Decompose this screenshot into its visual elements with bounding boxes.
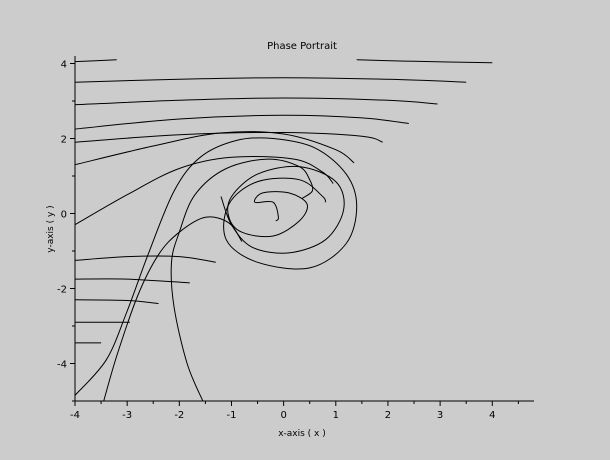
x-tick-label: 4	[489, 410, 495, 421]
trajectory-1	[75, 59, 117, 63]
y-axis-label: y-axis ( y )	[46, 205, 56, 252]
x-tick-label: 1	[333, 410, 339, 421]
y-tick-label: 0	[61, 210, 67, 221]
trajectory-8	[75, 156, 334, 226]
y-tick-label: -2	[57, 285, 67, 296]
x-ticks: -4 -3 -2 -1 0 1 2 3 4	[70, 401, 519, 421]
trajectory-14	[75, 278, 190, 284]
y-tick-label: 2	[61, 135, 67, 146]
trajectory-12	[220, 165, 345, 254]
axes	[74, 56, 534, 402]
trajectory-7	[75, 131, 355, 166]
trajectory-2	[356, 59, 493, 64]
x-tick-label: 2	[385, 410, 391, 421]
trajectory-5	[75, 114, 409, 130]
trajectory-11	[170, 158, 314, 401]
trajectory-4	[75, 97, 438, 106]
y-tick-label: -4	[57, 360, 67, 371]
trajectory-13	[75, 255, 216, 263]
x-tick-label: 3	[437, 410, 443, 421]
x-tick-label: 0	[280, 410, 286, 421]
trajectory-3	[75, 77, 467, 83]
trajectory-6	[75, 131, 383, 143]
trajectory-15	[75, 299, 159, 304]
x-axis-label: x-axis ( x )	[278, 429, 326, 439]
chart-title: Phase Portrait	[267, 41, 337, 52]
trajectory-9	[75, 137, 358, 396]
x-tick-label: -4	[70, 410, 80, 421]
x-tick-label: -2	[174, 410, 184, 421]
x-tick-label: -3	[122, 410, 132, 421]
trajectory-layer	[75, 59, 493, 401]
x-tick-label: -1	[226, 410, 236, 421]
y-ticks: -4 -2 0 2 4	[57, 60, 75, 402]
trajectory-10	[103, 216, 243, 401]
y-tick-label: 4	[61, 60, 67, 71]
